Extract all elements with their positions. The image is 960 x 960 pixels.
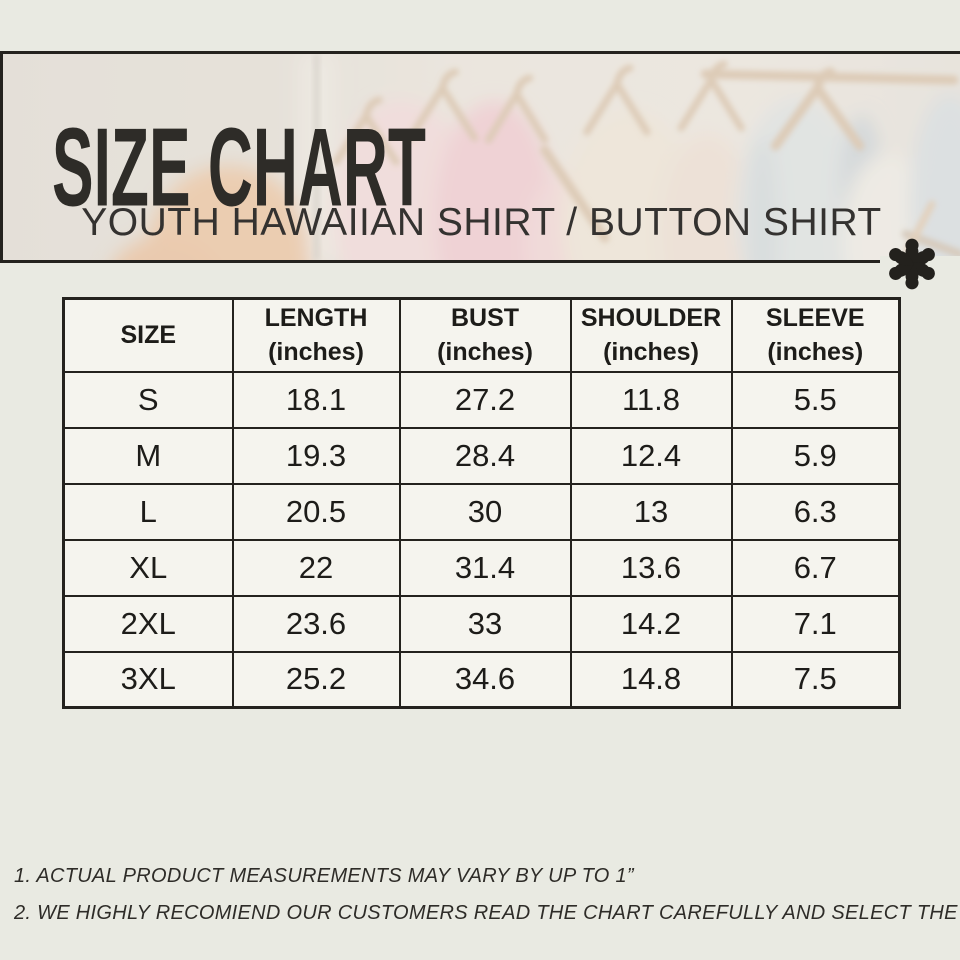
sleeve-value: 6.7 (730, 538, 901, 597)
size-label: 2XL (62, 594, 234, 653)
hero-overlay (3, 54, 960, 260)
length-value: 20.5 (231, 482, 401, 541)
footnotes: 1. ACTUAL PRODUCT MEASUREMENTS MAY VARY … (14, 858, 960, 932)
clothes-rack-photo (3, 54, 960, 260)
hero-banner: SIZE CHART YOUTH HAWAIIAN SHIRT / BUTTON… (0, 51, 960, 263)
shoulder-value: 14.8 (569, 650, 733, 709)
shoulder-value: 13 (569, 482, 733, 541)
shoulder-value: 14.2 (569, 594, 733, 653)
page-subtitle: YOUTH HAWAIIAN SHIRT / BUTTON SHIRT (81, 201, 882, 244)
length-value: 18.1 (231, 370, 401, 429)
shoulder-value: 12.4 (569, 426, 733, 485)
bust-value: 31.4 (398, 538, 572, 597)
table-row-m: M 19.3 28.4 12.4 5.9 (62, 426, 901, 485)
table-row-2xl: 2XL 23.6 33 14.2 7.1 (62, 594, 901, 653)
shoulder-value: 13.6 (569, 538, 733, 597)
note-2: 2. WE HIGHLY RECOMIEND OUR CUSTOMERS REA… (14, 902, 960, 924)
size-label: S (62, 370, 234, 429)
size-label: L (62, 482, 234, 541)
column-header-length: LENGTH (inches) (231, 297, 401, 373)
size-label: XL (62, 538, 234, 597)
bust-value: 33 (398, 594, 572, 653)
bust-value: 30 (398, 482, 572, 541)
length-value: 22 (231, 538, 401, 597)
bust-value: 34.6 (398, 650, 572, 709)
sleeve-value: 7.1 (730, 594, 901, 653)
sleeve-value: 6.3 (730, 482, 901, 541)
shoulder-value: 11.8 (569, 370, 733, 429)
bust-value: 27.2 (398, 370, 572, 429)
size-label: M (62, 426, 234, 485)
length-value: 25.2 (231, 650, 401, 709)
asterisk-icon (889, 238, 935, 290)
column-header-bust: BUST (inches) (398, 297, 572, 373)
table-row-l: L 20.5 30 13 6.3 (62, 482, 901, 541)
sleeve-value: 5.9 (730, 426, 901, 485)
bust-value: 28.4 (398, 426, 572, 485)
note-1: 1. ACTUAL PRODUCT MEASUREMENTS MAY VARY … (14, 865, 634, 887)
table-row-s: S 18.1 27.2 11.8 5.5 (62, 370, 901, 429)
column-header-shoulder: SHOULDER (inches) (569, 297, 733, 373)
size-label: 3XL (62, 650, 234, 709)
length-value: 23.6 (231, 594, 401, 653)
column-header-sleeve: SLEEVE (inches) (730, 297, 901, 373)
page-title: SIZE CHART (52, 105, 426, 231)
sleeve-value: 7.5 (730, 650, 901, 709)
length-value: 19.3 (231, 426, 401, 485)
column-header-size: SIZE (62, 297, 234, 373)
size-table: SIZE LENGTH (inches) BUST (inches) SHOUL… (62, 297, 901, 709)
sleeve-value: 5.5 (730, 370, 901, 429)
table-row-xl: XL 22 31.4 13.6 6.7 (62, 538, 901, 597)
table-header-row: SIZE LENGTH (inches) BUST (inches) SHOUL… (62, 297, 901, 373)
table-row-3xl: 3XL 25.2 34.6 14.8 7.5 (62, 650, 901, 709)
